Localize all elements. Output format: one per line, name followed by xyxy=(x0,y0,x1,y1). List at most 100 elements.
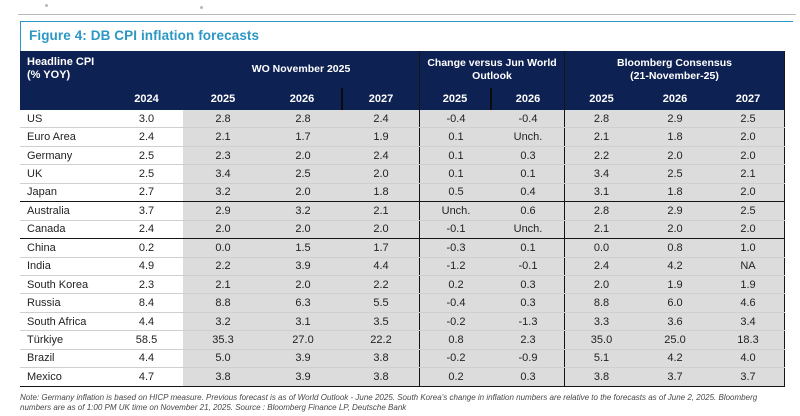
value-cell: NA xyxy=(712,257,785,275)
value-cell: 0.1 xyxy=(492,165,565,183)
value-cell: 18.3 xyxy=(712,331,785,349)
value-cell: 0.0 xyxy=(565,239,638,257)
value-cell: 2.4 xyxy=(138,131,155,144)
value-cell: 4.4 xyxy=(138,315,155,328)
value-cell: 1.9 xyxy=(343,128,420,146)
value-cell: 2.0 xyxy=(638,146,712,165)
value-cell: 0.2 xyxy=(138,241,155,254)
value-cell: 2.5 xyxy=(712,110,785,128)
value-cell: 2.1 xyxy=(565,128,638,146)
value-cell: 2.5 xyxy=(138,168,155,181)
corner-header-line1: Headline CPI xyxy=(27,56,95,68)
value-cell: 1.7 xyxy=(343,239,420,257)
year-header-bb-2025: 2025 xyxy=(589,93,614,105)
value-cell: 2.8 xyxy=(565,202,638,220)
value-cell: Unch. xyxy=(492,128,565,146)
value-cell: 2.0 xyxy=(263,275,343,294)
value-cell: 3.4 xyxy=(183,165,263,183)
figure-title-bar: Figure 4: DB CPI inflation forecasts xyxy=(20,21,793,51)
table-row: Australia 3.7 2.9 3.2 2.1 Unch. 0.6 2.8 2.9 2.5 xyxy=(20,202,785,221)
value-cell: 8.8 xyxy=(565,294,638,312)
value-cell: 5.5 xyxy=(343,294,420,312)
value-cell: 2.0 xyxy=(263,183,343,202)
value-cell: 3.7 xyxy=(712,368,785,386)
value-cell: 4.2 xyxy=(638,257,712,275)
bloomberg-header-line2: (21-November-25) xyxy=(630,69,719,82)
table-row: South Africa 4.4 3.2 3.1 3.5 -0.2 -1.3 3.3 3.6 3.… xyxy=(20,312,785,332)
value-cell: 8.8 xyxy=(183,294,263,312)
value-cell: 2.0 xyxy=(638,220,712,239)
value-cell: 4.4 xyxy=(343,257,420,275)
value-cell: 35.3 xyxy=(183,331,263,349)
value-cell: 8.4 xyxy=(138,297,155,310)
table-row: China 0.2 0.0 1.5 1.7 -0.3 0.1 0.0 0.8 1.0 xyxy=(20,239,785,258)
value-cell: -0.1 xyxy=(420,220,492,239)
year-header-change-2026: 2026 xyxy=(492,88,565,110)
year-header-2024: 2024 xyxy=(134,93,159,105)
year-header-spacer xyxy=(20,88,110,110)
value-cell: 3.5 xyxy=(343,312,420,331)
value-cell: 2.8 xyxy=(263,110,343,128)
value-cell: 3.9 xyxy=(263,257,343,275)
value-cell: 58.5 xyxy=(135,333,158,346)
row-label: UK xyxy=(27,168,43,181)
cropped-text-artifact xyxy=(45,4,48,7)
value-cell: 2.9 xyxy=(638,110,712,128)
value-cell: 4.4 xyxy=(138,352,155,365)
value-cell: 2.7 xyxy=(138,186,155,199)
value-cell: 2.0 xyxy=(712,220,785,239)
value-cell: 6.0 xyxy=(638,294,712,312)
table-body: US 3.0 2.8 2.8 2.4 -0.4 -0.4 2.8 2.9 2.5 Euro Area… xyxy=(20,110,785,387)
value-cell: 0.2 xyxy=(420,275,492,294)
table-row: India 4.9 2.2 3.9 4.4 -1.2 -0.1 2.4 4.2 NA xyxy=(20,257,785,276)
value-cell: Unch. xyxy=(492,220,565,239)
value-cell: 5.1 xyxy=(565,349,638,368)
value-cell: 2.5 xyxy=(138,149,155,162)
row-label: US xyxy=(27,112,43,125)
value-cell: 4.6 xyxy=(712,294,785,312)
row-label: Germany xyxy=(27,149,73,162)
table-row: Germany 2.5 2.3 2.0 2.4 0.1 0.3 2.2 2.0 2.0 xyxy=(20,146,785,166)
value-cell: 3.8 xyxy=(343,368,420,386)
value-cell: 2.3 xyxy=(492,331,565,349)
year-header-bb-2026: 2026 xyxy=(662,93,688,105)
value-cell: 2.0 xyxy=(712,128,785,146)
value-cell: -0.2 xyxy=(420,349,492,368)
value-cell: 0.6 xyxy=(492,202,565,220)
year-header-wo-2026: 2026 xyxy=(263,88,343,110)
value-cell: 2.4 xyxy=(138,223,155,236)
value-cell: 3.8 xyxy=(343,349,420,368)
value-cell: -1.2 xyxy=(420,257,492,275)
value-cell: 2.5 xyxy=(638,165,712,183)
corner-header-line2: (% YOY) xyxy=(27,69,71,82)
group-header-change-vs-jun-wo: Change versus Jun World Outlook xyxy=(420,51,565,88)
row-label: Brazil xyxy=(27,352,55,365)
value-cell: -0.4 xyxy=(492,110,565,128)
row-label: Türkiye xyxy=(27,333,64,346)
year-header-wo-2027: 2027 xyxy=(343,88,420,110)
value-cell: 0.1 xyxy=(420,165,492,183)
value-cell: 2.1 xyxy=(183,275,263,294)
value-cell: 3.8 xyxy=(183,368,263,386)
value-cell: 35.0 xyxy=(565,331,638,349)
value-cell: 2.1 xyxy=(712,165,785,183)
row-label: Japan xyxy=(27,186,57,199)
group-header-bloomberg-consensus: Bloomberg Consensus (21-November-25) xyxy=(565,51,785,88)
value-cell: 0.4 xyxy=(492,183,565,202)
value-cell: 2.0 xyxy=(263,146,343,165)
value-cell: 0.1 xyxy=(492,239,565,257)
value-cell: 2.0 xyxy=(183,220,263,239)
year-header-bb-2027: 2027 xyxy=(712,88,785,110)
value-cell: 2.4 xyxy=(343,146,420,165)
page-divider-line xyxy=(18,14,796,15)
value-cell: Unch. xyxy=(420,202,492,220)
value-cell: 1.8 xyxy=(638,183,712,202)
value-cell: 2.0 xyxy=(343,220,420,239)
value-cell: 0.0 xyxy=(183,239,263,257)
table-row: South Korea 2.3 2.1 2.0 2.2 0.2 0.3 2.0 1.9 1.9 xyxy=(20,275,785,295)
value-cell: 3.1 xyxy=(263,312,343,331)
table-row: Mexico 4.7 3.8 3.9 3.8 0.2 0.3 3.8 3.7 3.7 xyxy=(20,368,785,387)
value-cell: 2.2 xyxy=(565,146,638,165)
value-cell: 3.9 xyxy=(263,349,343,368)
